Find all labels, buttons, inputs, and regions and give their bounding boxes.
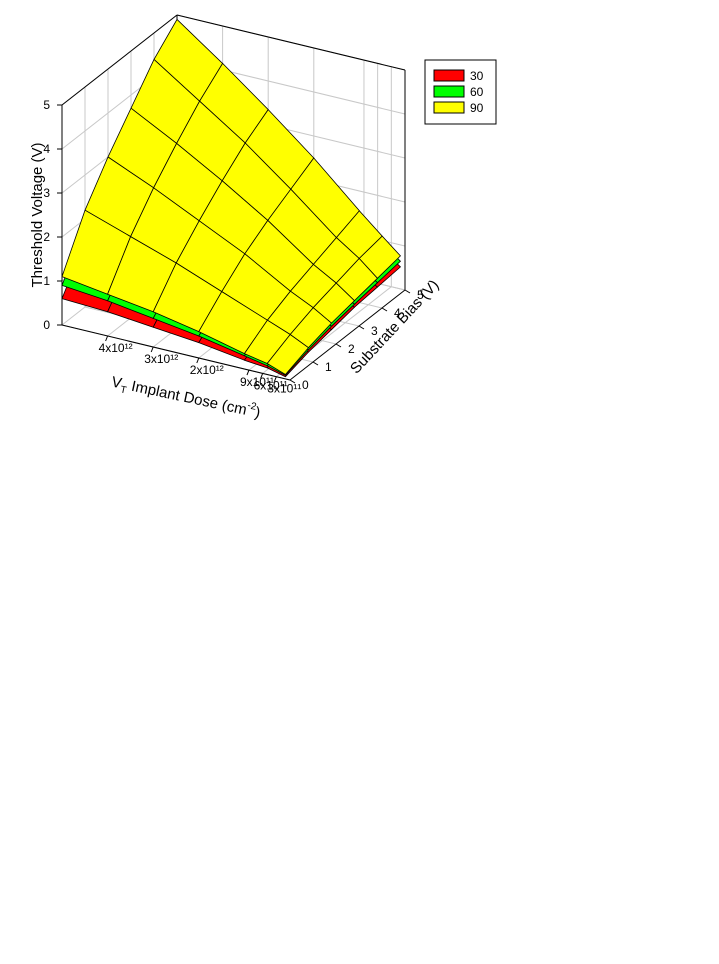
x-axis-label-part: ): [253, 404, 261, 422]
x-tick-label: 3x10¹²: [144, 352, 178, 366]
x-axis-label-part: T: [119, 384, 127, 396]
legend-swatch: [433, 85, 465, 98]
x-axis-label-part: -2: [246, 400, 257, 413]
z-tick-label: 0: [43, 318, 50, 332]
axis-line: [289, 289, 406, 381]
y-tick-label: 2: [348, 342, 355, 356]
legend-label: 90: [470, 101, 484, 115]
tick-mark: [105, 335, 109, 342]
y-tick-label: 3: [371, 324, 378, 338]
legend-swatch: [433, 69, 465, 82]
legend-label: 30: [470, 69, 484, 83]
tick-mark: [381, 307, 388, 312]
tick-mark: [150, 346, 154, 353]
y-tick-label: 1: [325, 360, 332, 374]
axis-line: [176, 14, 406, 71]
axis-line: [61, 14, 178, 106]
axis-line: [61, 324, 291, 381]
x-tick-label: 3x10¹¹: [267, 382, 301, 396]
surface-cell: [266, 333, 310, 376]
z-tick-label: 2: [43, 230, 50, 244]
x-axis-label-part: Implant Dose (cm: [126, 377, 249, 419]
tick-mark: [358, 325, 365, 330]
y-tick-label: 0: [302, 378, 309, 392]
tick-mark: [260, 373, 264, 379]
y-tick-label: 4: [394, 306, 401, 320]
tick-mark: [404, 289, 411, 294]
x-tick-label: 6x10¹¹: [254, 378, 288, 392]
z-axis-label: Threshold Voltage (V): [29, 142, 46, 287]
tick-mark: [335, 343, 342, 348]
x-tick-label: 4x10¹²: [99, 341, 133, 355]
tick-mark: [312, 361, 319, 366]
z-tick-label: 1: [43, 274, 50, 288]
y-tick-label: 5: [417, 288, 424, 302]
tick-mark: [196, 357, 200, 364]
tick-mark: [246, 369, 250, 376]
z-tick-label: 3: [43, 186, 50, 200]
legend-swatch: [433, 101, 465, 114]
legend-label: 60: [470, 85, 484, 99]
tick-mark: [289, 379, 296, 384]
tick-mark: [273, 376, 277, 382]
z-tick-label: 5: [43, 98, 50, 112]
x-axis-label-part: V: [110, 374, 123, 393]
x-tick-label: 9x10¹¹: [240, 375, 274, 389]
x-tick-label: 2x10¹²: [190, 363, 224, 377]
z-tick-label: 4: [43, 142, 50, 156]
